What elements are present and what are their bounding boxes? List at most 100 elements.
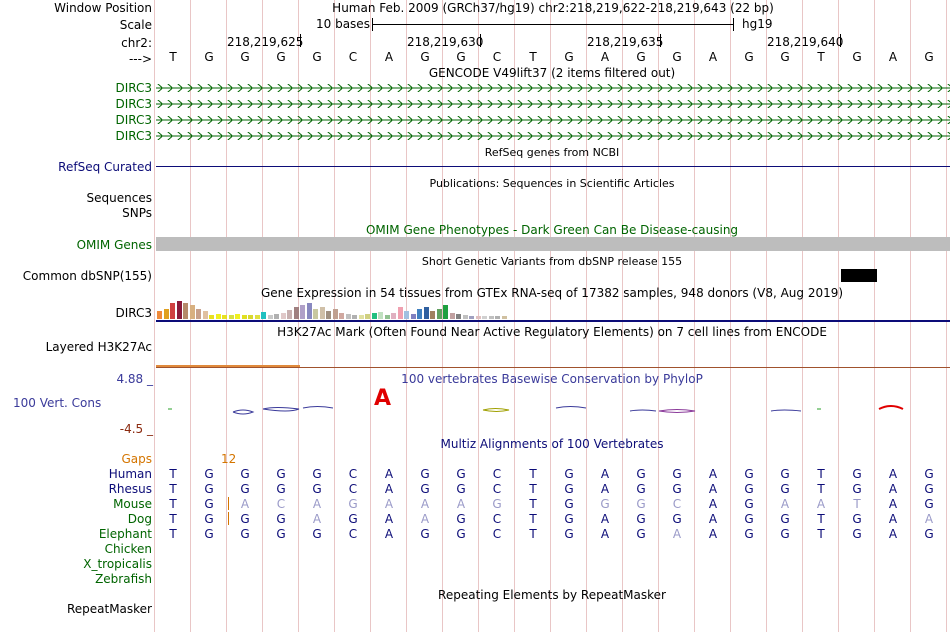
multiz-base: C xyxy=(492,482,502,496)
gtex-tissue-bar[interactable] xyxy=(423,307,429,319)
multiz-species-label[interactable]: X_tropicalis xyxy=(83,557,152,571)
publications-sequences-label[interactable]: Sequences xyxy=(86,191,152,205)
gtex-tissue-bar[interactable] xyxy=(358,315,364,319)
gtex-tissue-bar[interactable] xyxy=(332,309,338,319)
gtex-tissue-bar[interactable] xyxy=(287,310,292,319)
multiz-base: A xyxy=(420,512,430,526)
gtex-tissue-bar[interactable] xyxy=(170,303,175,319)
gtex-tissue-bar[interactable] xyxy=(462,315,468,319)
h3k27ac-label[interactable]: Layered H3K27Ac xyxy=(45,340,152,354)
gtex-tissue-bar[interactable] xyxy=(391,313,396,319)
multiz-base: A xyxy=(708,482,718,496)
multiz-base: A xyxy=(384,512,394,526)
gencode-gene-label[interactable]: DIRC3 xyxy=(115,81,152,95)
repeatmasker-label[interactable]: RepeatMasker xyxy=(66,602,152,616)
phylop-label[interactable]: 100 Vert. Cons xyxy=(13,396,102,410)
refseq-gene-line[interactable] xyxy=(156,166,950,167)
gtex-tissue-bar[interactable] xyxy=(300,305,305,319)
refseq-label[interactable]: RefSeq Curated xyxy=(58,160,152,174)
multiz-insertion-marker[interactable] xyxy=(228,512,229,525)
gtex-tissue-bar[interactable] xyxy=(293,307,299,319)
multiz-base: G xyxy=(636,482,646,496)
gtex-tissue-bar[interactable] xyxy=(163,309,169,319)
multiz-base: G xyxy=(312,527,322,541)
gtex-tissue-bar[interactable] xyxy=(248,315,253,319)
h3k27ac-signal[interactable] xyxy=(156,367,950,368)
gtex-tissue-bar[interactable] xyxy=(469,316,474,319)
gtex-tissue-bar[interactable] xyxy=(319,307,325,319)
gencode-gene-label[interactable]: DIRC3 xyxy=(115,129,152,143)
multiz-species-label[interactable]: Zebrafish xyxy=(95,572,152,586)
gtex-tissue-bar[interactable] xyxy=(202,311,208,319)
gtex-tissue-bar[interactable] xyxy=(488,316,494,319)
gtex-tissue-bar[interactable] xyxy=(196,309,201,319)
gtex-tissue-bar[interactable] xyxy=(306,303,312,319)
gtex-tissue-bar[interactable] xyxy=(430,311,435,319)
gtex-tissue-bar[interactable] xyxy=(449,313,455,319)
gtex-tissue-bar[interactable] xyxy=(241,315,247,319)
publications-snps-label[interactable]: SNPs xyxy=(122,206,152,220)
gtex-tissue-bar[interactable] xyxy=(443,305,448,319)
gtex-tissue-bar[interactable] xyxy=(267,315,273,319)
gtex-tissue-bar[interactable] xyxy=(209,315,214,319)
gtex-tissue-bar[interactable] xyxy=(313,309,318,319)
multiz-species-label[interactable]: Rhesus xyxy=(108,482,152,496)
dbsnp-variant[interactable] xyxy=(841,269,877,282)
gtex-tissue-bar[interactable] xyxy=(254,315,260,319)
gtex-tissue-bar[interactable] xyxy=(157,311,162,319)
multiz-base: A xyxy=(708,467,718,481)
multiz-species-label[interactable]: Mouse xyxy=(113,497,152,511)
omim-gene-bar[interactable] xyxy=(156,237,950,251)
gtex-tissue-bar[interactable] xyxy=(235,314,240,319)
h3k27ac-signal-peak[interactable] xyxy=(156,365,300,367)
multiz-species-label[interactable]: Chicken xyxy=(104,542,152,556)
gtex-tissue-bar[interactable] xyxy=(345,314,351,319)
phylop-signal[interactable] xyxy=(156,400,950,420)
gtex-tissue-bar[interactable] xyxy=(371,313,377,319)
gencode-transcripts[interactable] xyxy=(156,80,950,144)
multiz-base: G xyxy=(240,512,250,526)
gtex-tissue-bar[interactable] xyxy=(436,309,442,319)
gtex-tissue-bar[interactable] xyxy=(475,316,481,319)
gtex-tissue-bar[interactable] xyxy=(410,314,416,319)
gtex-tissue-bar[interactable] xyxy=(176,301,182,319)
gtex-tissue-bar[interactable] xyxy=(384,315,390,319)
gencode-transcript[interactable] xyxy=(156,116,950,124)
gtex-tissue-bar[interactable] xyxy=(228,315,234,319)
multiz-insertion-marker[interactable] xyxy=(228,497,229,510)
gencode-transcript[interactable] xyxy=(156,100,950,108)
gtex-tissue-bar[interactable] xyxy=(378,312,383,319)
multiz-base: G xyxy=(420,467,430,481)
gtex-tissue-bar[interactable] xyxy=(326,311,331,319)
gencode-gene-label[interactable]: DIRC3 xyxy=(115,97,152,111)
gtex-tissue-bar[interactable] xyxy=(501,316,507,319)
gtex-tissue-bar[interactable] xyxy=(417,309,422,319)
gtex-tissue-bar[interactable] xyxy=(404,311,409,319)
gtex-tissue-bar[interactable] xyxy=(261,312,266,319)
gtex-tissue-bar[interactable] xyxy=(456,314,461,319)
multiz-species-label[interactable]: Dog xyxy=(127,512,152,526)
gtex-tissue-bar[interactable] xyxy=(352,315,357,319)
gtex-tissue-bar[interactable] xyxy=(280,313,286,319)
gtex-tissue-bar[interactable] xyxy=(482,316,487,319)
multiz-base: A xyxy=(456,497,466,511)
multiz-species-label[interactable]: Human xyxy=(108,467,152,481)
gencode-gene-label[interactable]: DIRC3 xyxy=(115,113,152,127)
gtex-tissue-bar[interactable] xyxy=(365,314,370,319)
gtex-tissue-bar[interactable] xyxy=(397,307,403,319)
omim-label[interactable]: OMIM Genes xyxy=(76,238,152,252)
gtex-tissue-bar[interactable] xyxy=(183,303,188,319)
gtex-tissue-bar[interactable] xyxy=(189,305,195,319)
gtex-gene-label[interactable]: DIRC3 xyxy=(115,306,152,320)
gtex-tissue-bar[interactable] xyxy=(222,315,227,319)
gtex-tissue-bar[interactable] xyxy=(274,314,279,319)
gencode-transcript[interactable] xyxy=(156,132,950,140)
gtex-tissue-bar[interactable] xyxy=(339,313,344,319)
multiz-base: C xyxy=(348,527,358,541)
dbsnp-label[interactable]: Common dbSNP(155) xyxy=(22,269,152,283)
multiz-species-label[interactable]: Elephant xyxy=(98,527,152,541)
gencode-transcript[interactable] xyxy=(156,84,950,92)
gtex-tissue-bar[interactable] xyxy=(215,314,221,319)
gtex-tissue-bar[interactable] xyxy=(495,316,500,319)
